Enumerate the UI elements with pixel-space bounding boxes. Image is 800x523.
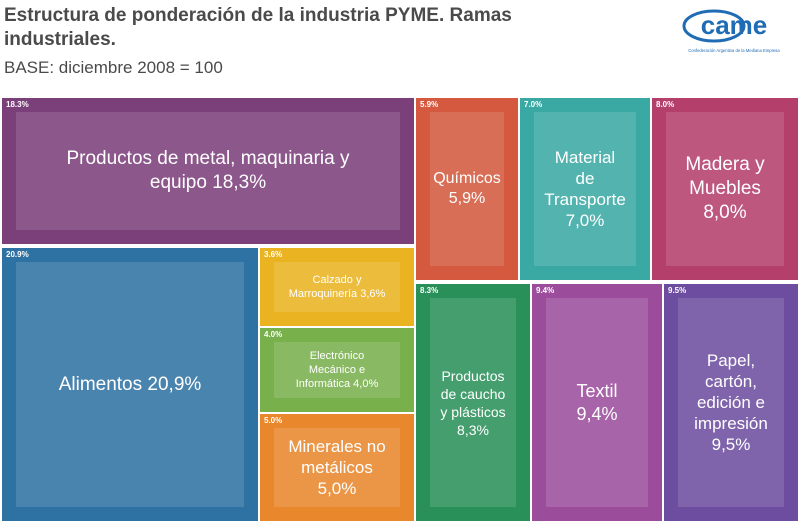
- tile-label: Químicos 5,9%: [416, 98, 518, 280]
- tile-inner: [274, 342, 400, 398]
- tile-inner: [546, 298, 648, 507]
- came-logo-icon: came Confederación Argentina de la Media…: [682, 9, 780, 53]
- tile-pct-label: 7.0%: [524, 100, 543, 109]
- tile-minerales-no-metalicos: 5.0% Minerales no metálicos 5,0%: [258, 412, 416, 523]
- tile-label-text: Productos de metal, maquinaria y equipo 1…: [66, 148, 350, 193]
- chart-subtitle: BASE: diciembre 2008 = 100: [4, 58, 223, 77]
- tile-inner: [16, 262, 244, 507]
- tile-pct-label: 9.5%: [668, 286, 687, 295]
- tile-label: Calzado y Marroquinería 3,6%: [260, 248, 414, 326]
- tile-calzado-y-marroquineria: 3.6% Calzado y Marroquinería 3,6%: [258, 246, 416, 328]
- tile-pct-label: 3.6%: [264, 250, 283, 259]
- tile-electronico-mecanico-e-informatica: 4.0% Electrónico Mecánico e Informática 4,0…: [258, 326, 416, 414]
- tile-pct-label: 5.0%: [264, 416, 283, 425]
- tile-inner: [666, 112, 784, 266]
- tile-pct-label: 5.9%: [420, 100, 439, 109]
- logo-tagline: Confederación Argentina de la Mediana Em…: [688, 48, 780, 53]
- tile-label-text: Electrónico Mecánico e Informática 4,0%: [295, 350, 379, 390]
- tile-label: Productos de caucho y plásticos 8,3%: [416, 284, 530, 521]
- tile-label: Electrónico Mecánico e Informática 4,0%: [260, 328, 414, 412]
- tile-madera-y-muebles: 8.0% Madera y Muebles 8,0%: [650, 96, 800, 282]
- came-logo: came Confederación Argentina de la Media…: [678, 4, 790, 60]
- tile-label-text: Textil 9,4%: [576, 380, 618, 424]
- tile-label-text: Minerales no metálicos 5,0%: [288, 437, 386, 498]
- tile-label: Textil 9,4%: [532, 284, 662, 521]
- tile-alimentos: 20.9% Alimentos 20,9%: [0, 246, 260, 523]
- tile-productos-de-caucho-y-plasticos: 8.3% Productos de caucho y plásticos 8,3%: [414, 282, 532, 523]
- tile-productos-de-metal-maquinaria-y-equipo: 18.3% Productos de metal, maquinaria y equ…: [0, 96, 416, 246]
- tile-label: Material de Transporte 7,0%: [520, 98, 650, 280]
- tile-label: Papel, cartón, edición e impresión 9,5%: [664, 284, 798, 521]
- logo-wordmark: came: [701, 10, 768, 40]
- tile-label: Productos de metal, maquinaria y equipo 1…: [2, 98, 414, 244]
- tile-label-text: Papel, cartón, edición e impresión 9,5%: [694, 351, 768, 454]
- tile-papel-carton-edicion-e-impresion: 9.5% Papel, cartón, edición e impresión 9,5%: [662, 282, 800, 523]
- tile-quimicos: 5.9% Químicos 5,9%: [414, 96, 520, 282]
- tile-pct-label: 4.0%: [264, 330, 283, 339]
- tile-pct-label: 9.4%: [536, 286, 555, 295]
- tile-label-text: Productos de caucho y plásticos 8,3%: [440, 367, 506, 438]
- tile-label-text: Químicos 5,9%: [433, 170, 501, 207]
- tile-material-de-transporte: 7.0% Material de Transporte 7,0%: [518, 96, 652, 282]
- tile-label-text: Calzado y Marroquinería 3,6%: [288, 274, 386, 300]
- tile-inner: [534, 112, 636, 266]
- tile-label-text: Madera y Muebles 8,0%: [685, 154, 765, 223]
- tile-pct-label: 8.0%: [656, 100, 675, 109]
- tile-label-text: Alimentos 20,9%: [58, 373, 202, 395]
- tile-inner: [678, 298, 784, 507]
- tile-label-text: Material de Transporte 7,0%: [544, 148, 626, 230]
- tile-inner: [274, 428, 400, 507]
- tile-pct-label: 18.3%: [6, 100, 29, 109]
- chart-title: Estructura de ponderación de la industri…: [4, 5, 512, 50]
- tile-pct-label: 20.9%: [6, 250, 29, 259]
- tile-inner: [16, 112, 400, 230]
- tile-label: Madera y Muebles 8,0%: [652, 98, 798, 280]
- tile-textil: 9.4% Textil 9,4%: [530, 282, 664, 523]
- tile-inner: [274, 262, 400, 312]
- tile-inner: [430, 112, 504, 266]
- tile-label: Alimentos 20,9%: [2, 248, 258, 521]
- tile-inner: [430, 298, 516, 507]
- tile-pct-label: 8.3%: [420, 286, 439, 295]
- tile-label: Minerales no metálicos 5,0%: [260, 414, 414, 521]
